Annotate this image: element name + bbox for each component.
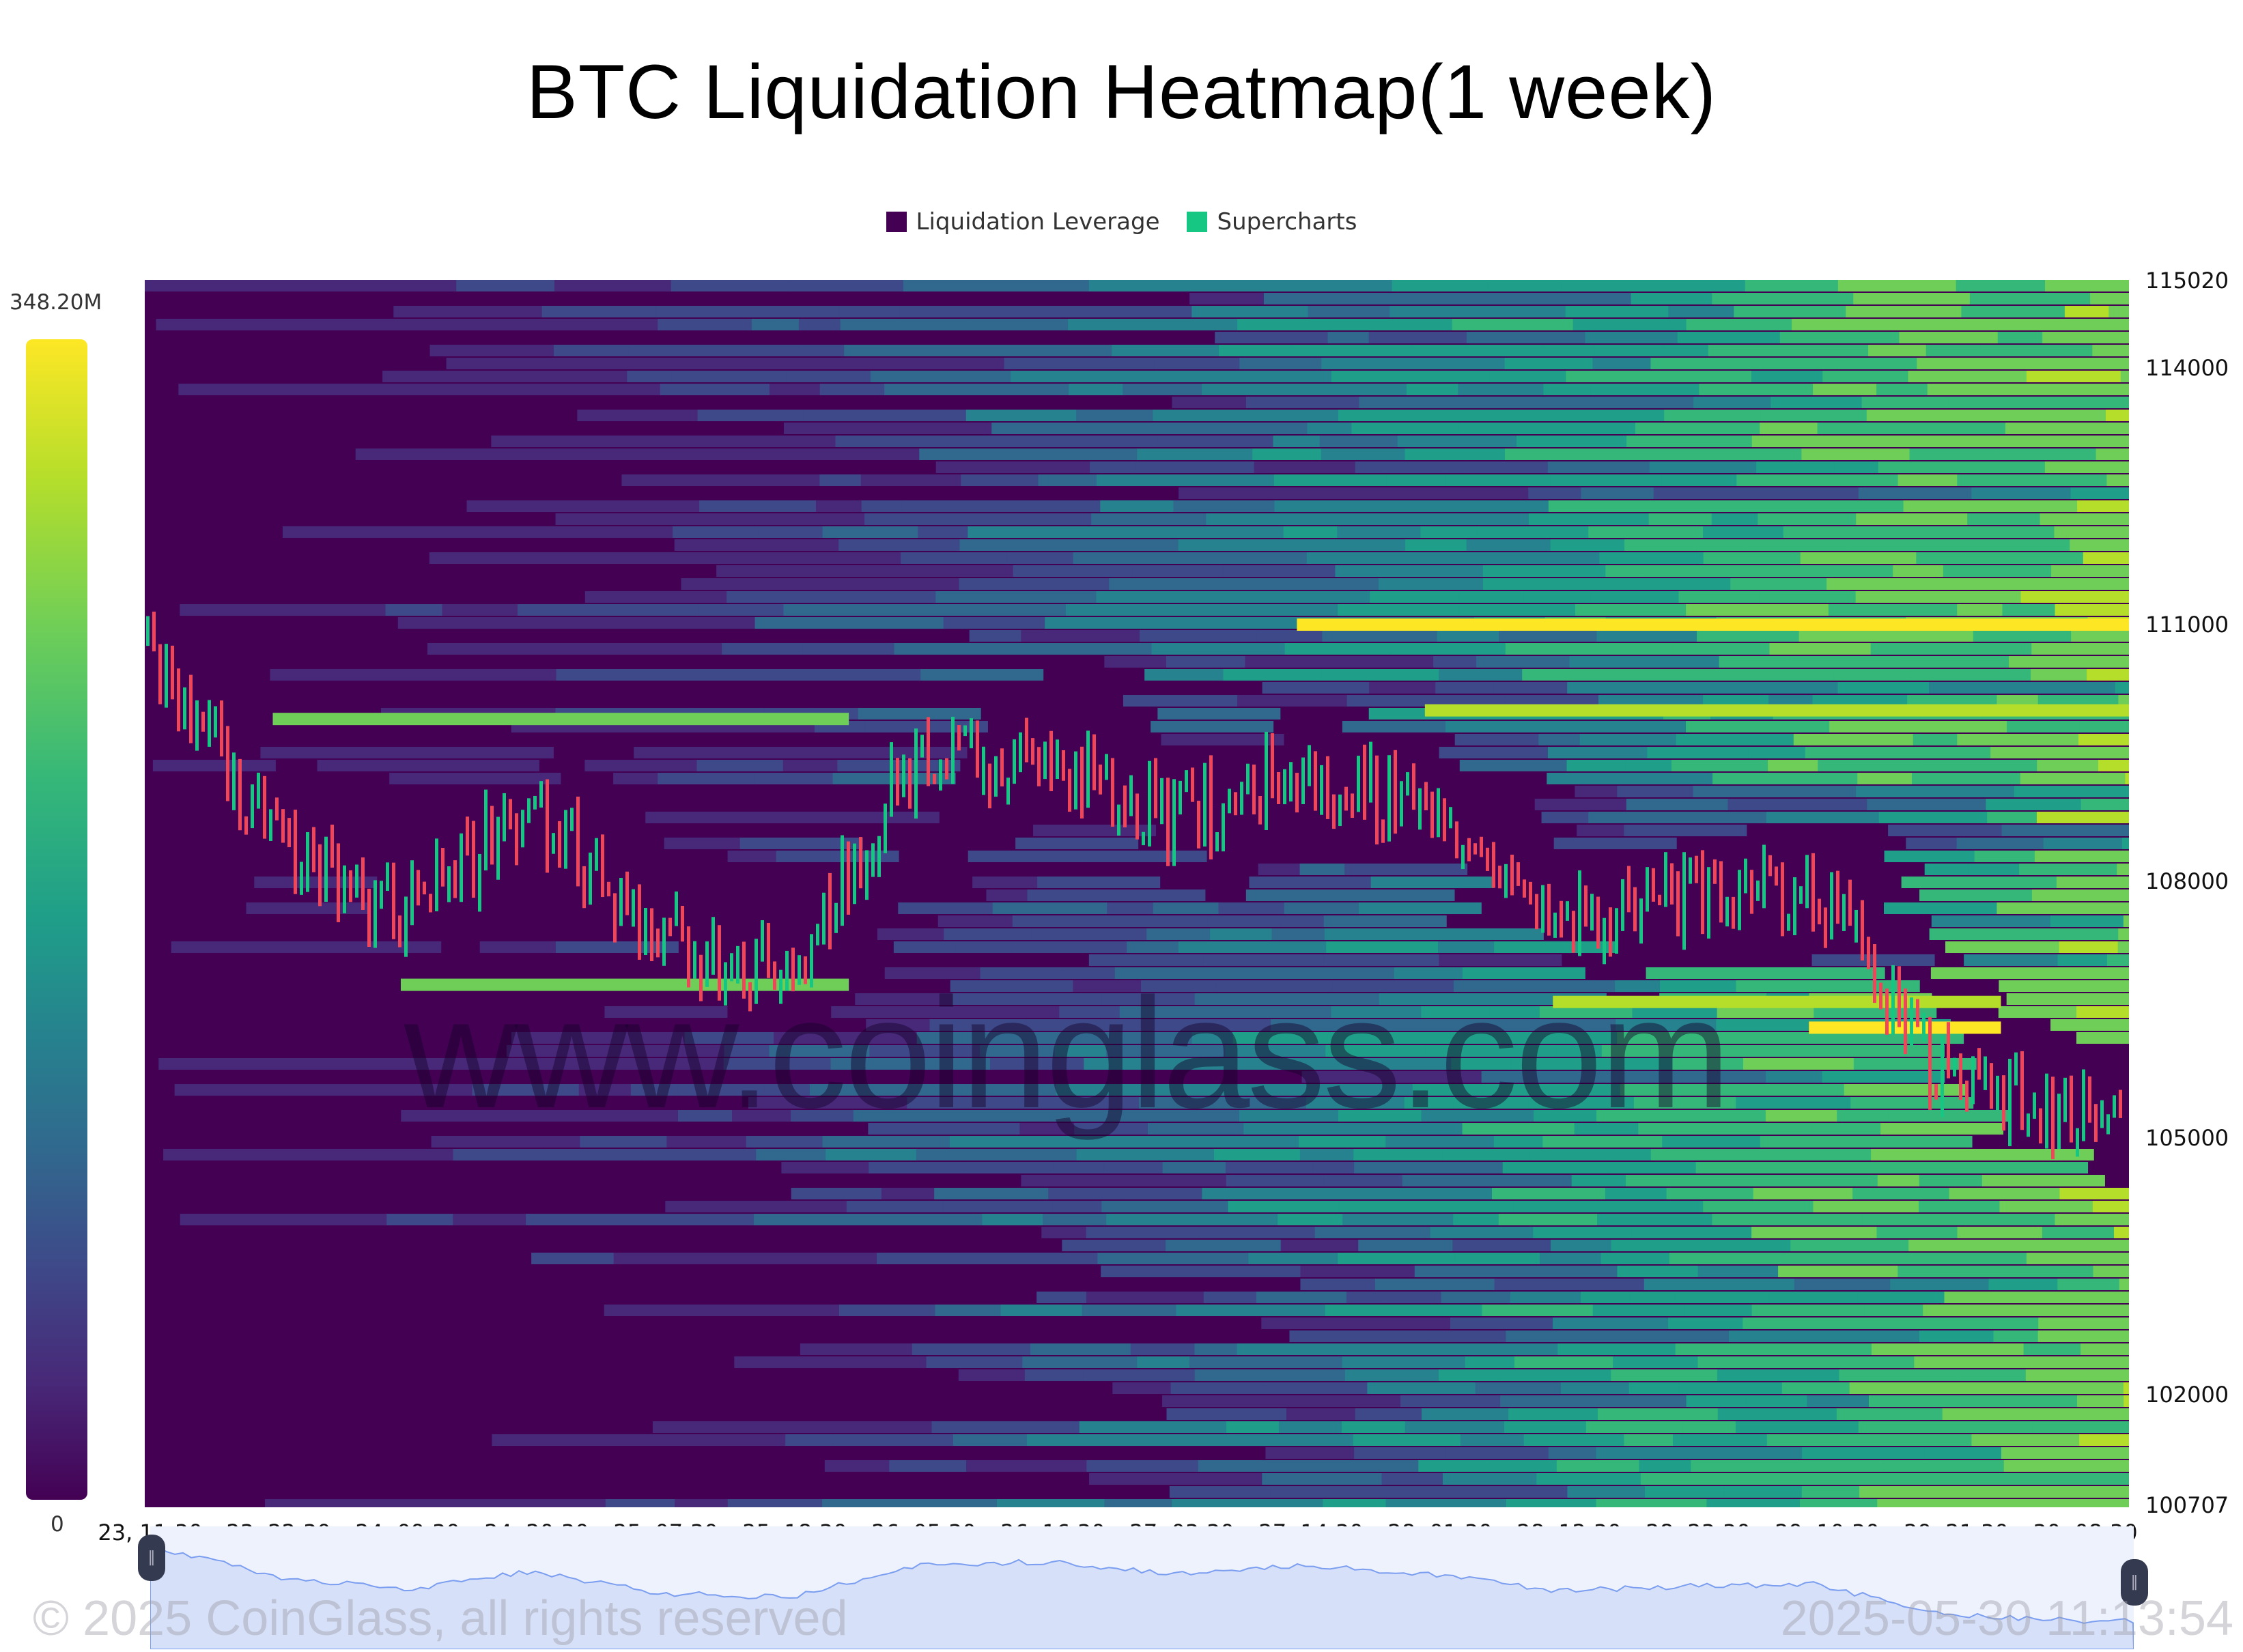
y-tick-label: 108000 (2145, 868, 2229, 894)
y-tick-label: 114000 (2145, 355, 2229, 381)
legend-label: Liquidation Leverage (916, 208, 1160, 236)
chart-title: BTC Liquidation Heatmap(1 week) (526, 49, 1717, 134)
legend-swatch-icon (886, 212, 907, 232)
legend-item-liquidation-leverage[interactable]: Liquidation Leverage (886, 208, 1160, 236)
pause-grip-icon: ‖ (2130, 1573, 2139, 1591)
heatmap-canvas (145, 280, 2129, 1507)
legend-swatch-icon (1187, 212, 1208, 232)
y-tick-label: 102000 (2145, 1382, 2229, 1408)
range-navigator[interactable] (150, 1526, 2135, 1650)
colorbar[interactable] (26, 339, 87, 1500)
colorbar-max-label: 348.20M (10, 290, 102, 315)
legend-label: Supercharts (1217, 208, 1357, 236)
legend: Liquidation Leverage Supercharts (0, 208, 2243, 236)
navigator-series (150, 1543, 2135, 1650)
navigator-left-handle[interactable]: ‖ (138, 1535, 165, 1581)
y-tick-label: 115020 (2145, 268, 2229, 294)
pause-grip-icon: ‖ (147, 1549, 156, 1566)
y-tick-label: 100707 (2145, 1492, 2229, 1518)
timestamp-text: 2025-05-30 11:13:54 (1780, 1591, 2233, 1646)
legend-item-supercharts[interactable]: Supercharts (1187, 208, 1357, 236)
colorbar-min-label: 0 (51, 1512, 64, 1537)
copyright-text: © 2025 CoinGlass, all rights reserved (33, 1591, 848, 1646)
heatmap-plot-area[interactable]: www.coinglass.com (145, 280, 2129, 1507)
navigator-right-handle[interactable]: ‖ (2121, 1559, 2148, 1606)
y-tick-label: 105000 (2145, 1125, 2229, 1151)
y-tick-label: 111000 (2145, 612, 2229, 638)
